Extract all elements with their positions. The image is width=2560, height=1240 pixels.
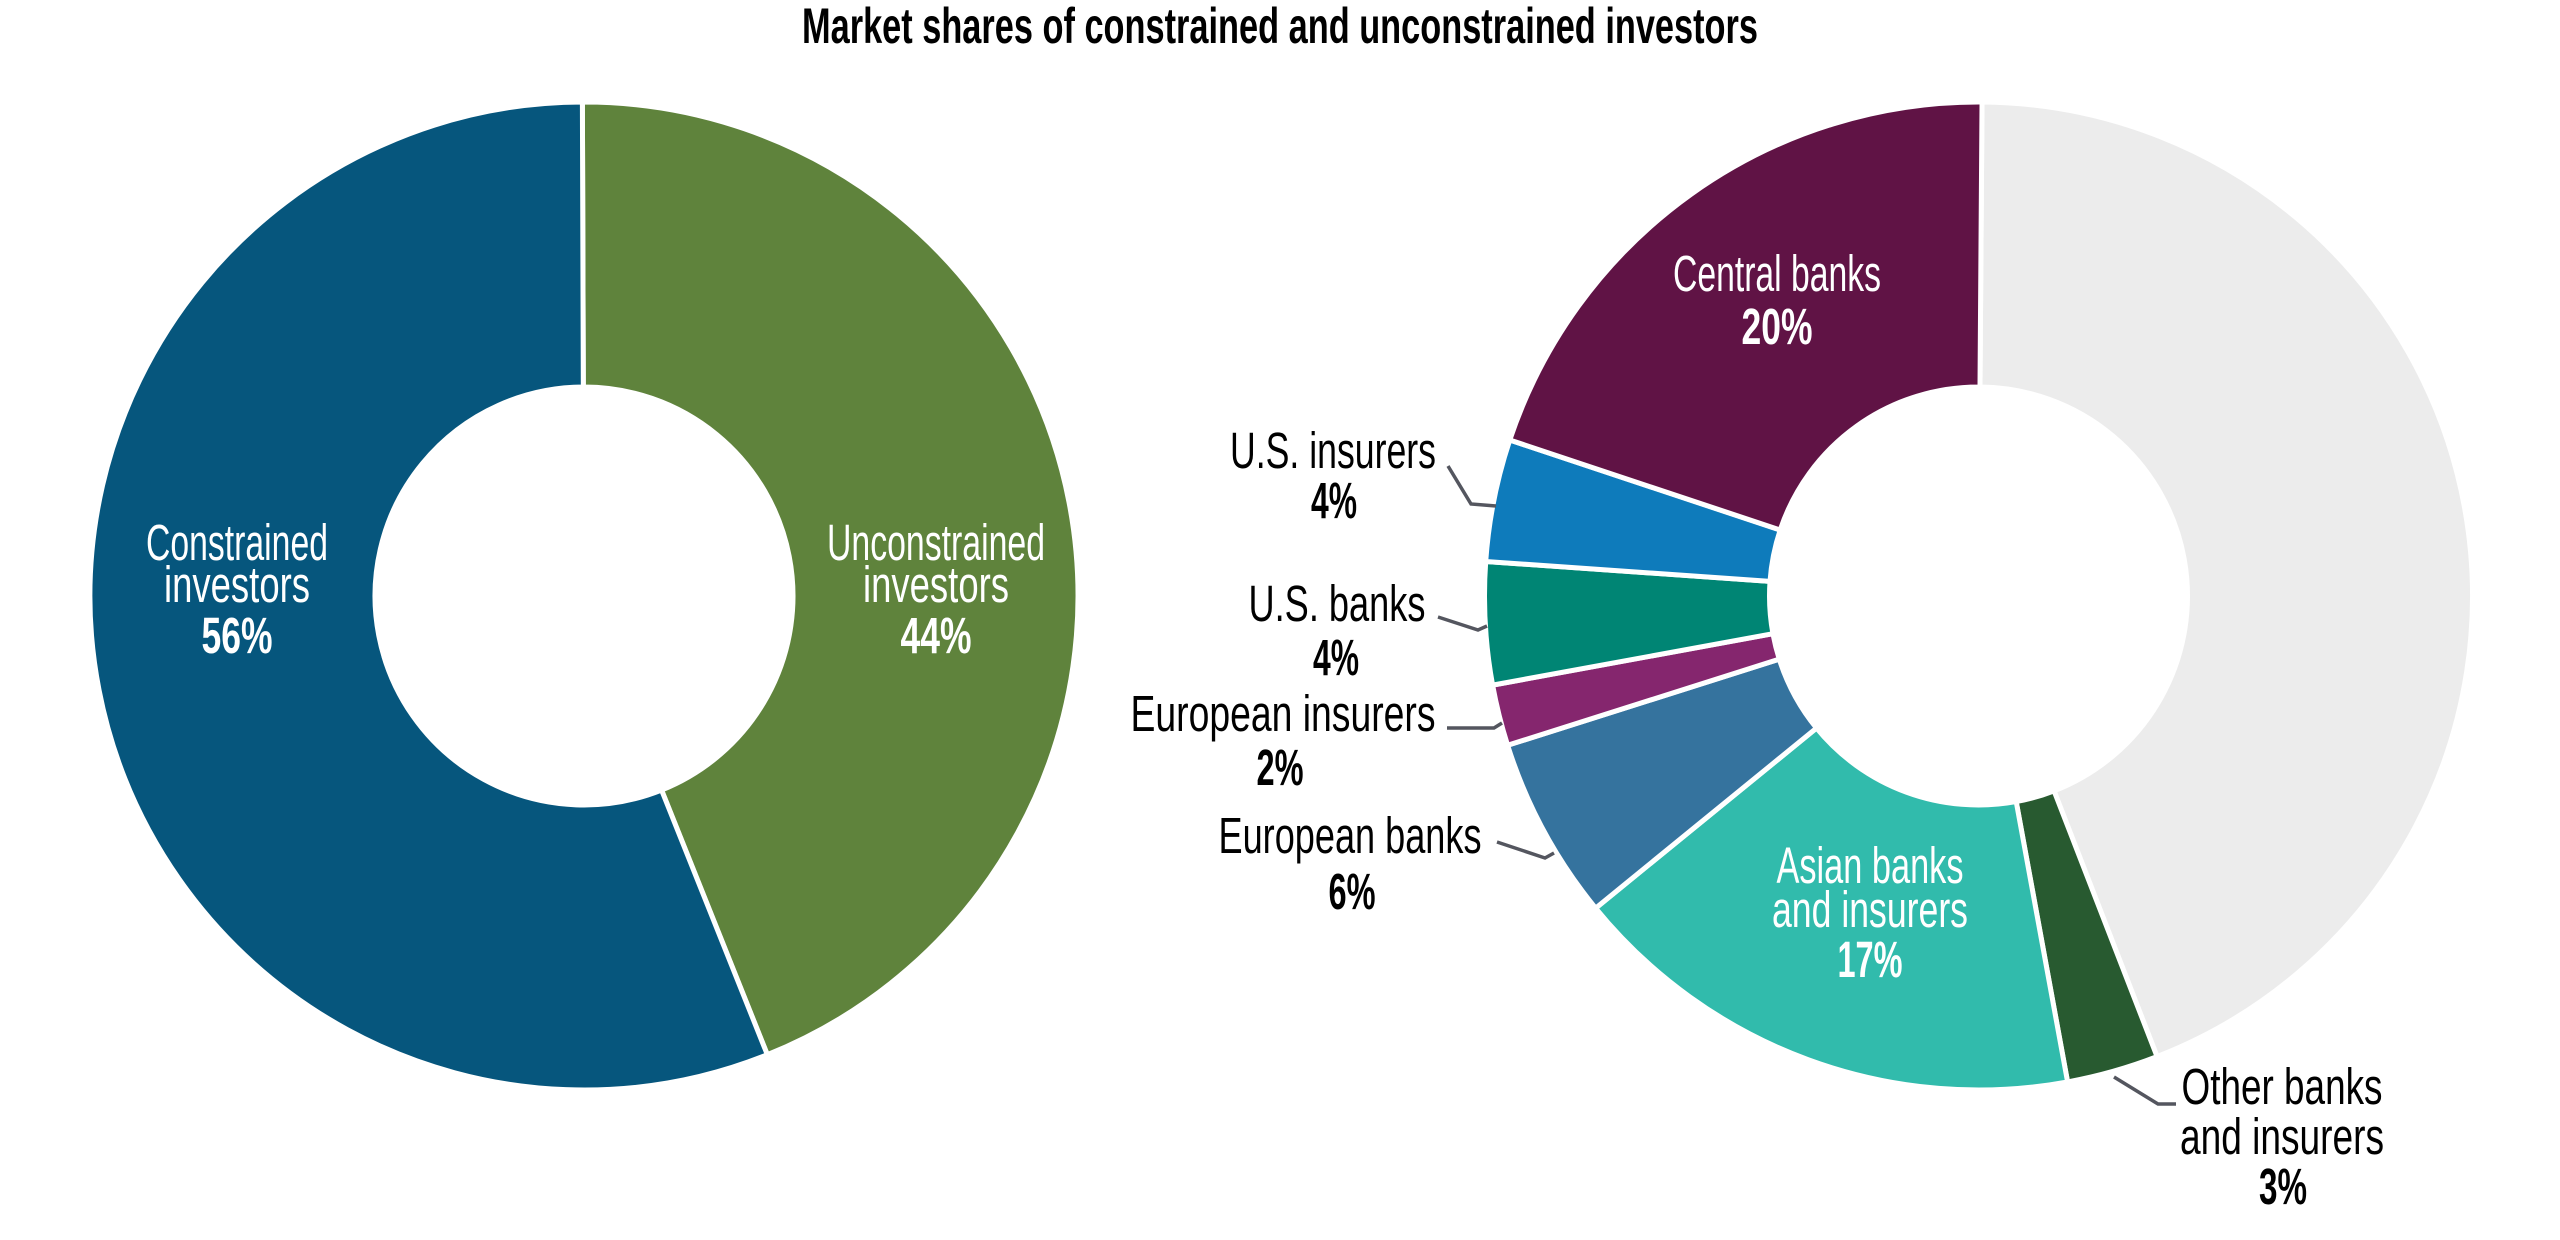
svg-text:U.S. insurers: U.S. insurers (1230, 422, 1436, 479)
svg-text:investors: investors (164, 556, 310, 613)
svg-text:17%: 17% (1838, 931, 1903, 988)
svg-text:4%: 4% (1311, 472, 1357, 529)
svg-text:56%: 56% (202, 607, 273, 664)
svg-text:Constrained: Constrained (146, 514, 328, 571)
svg-text:investors: investors (863, 556, 1009, 613)
svg-text:and insurers: and insurers (2180, 1108, 2384, 1165)
svg-text:44%: 44% (901, 607, 972, 664)
svg-text:4%: 4% (1313, 629, 1359, 686)
svg-text:European insurers: European insurers (1131, 685, 1436, 742)
svg-text:U.S. banks: U.S. banks (1249, 575, 1426, 632)
svg-text:Central banks: Central banks (1673, 245, 1881, 302)
svg-text:2%: 2% (1257, 739, 1304, 796)
svg-text:20%: 20% (1742, 298, 1813, 355)
svg-text:Other banks: Other banks (2182, 1058, 2383, 1115)
svg-text:3%: 3% (2259, 1158, 2307, 1215)
svg-text:6%: 6% (1329, 863, 1376, 920)
svg-text:and insurers: and insurers (1772, 881, 1968, 938)
svg-text:Asian banks: Asian banks (1777, 837, 1964, 894)
svg-text:Unconstrained: Unconstrained (827, 514, 1045, 571)
svg-text:European banks: European banks (1219, 807, 1482, 864)
svg-text:Market shares of constrained a: Market shares of constrained and unconst… (802, 0, 1758, 54)
